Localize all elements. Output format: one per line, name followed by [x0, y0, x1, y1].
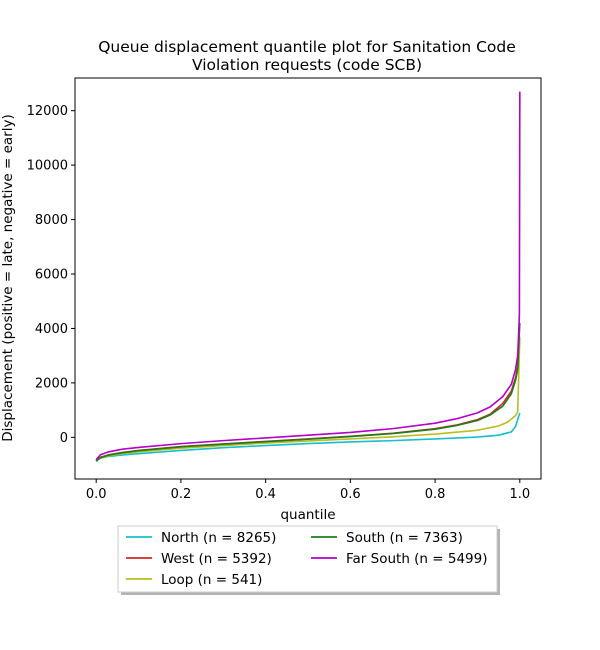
series-line-2	[95, 336, 521, 462]
series-line-3	[95, 322, 521, 462]
y-tick-label: 8000	[35, 213, 68, 228]
plot-area	[75, 78, 541, 479]
chart-title-line-2: Violation requests (code SCB)	[192, 56, 422, 74]
chart-title-line-1: Queue displacement quantile plot for San…	[98, 38, 516, 56]
legend-label-2: Loop (n = 541)	[161, 572, 262, 588]
x-tick-label: 0.0	[86, 487, 107, 502]
x-ticks: 0.0 0.2 0.4 0.6 0.8 1.0	[86, 479, 530, 502]
y-tick-label: 10000	[27, 159, 68, 174]
y-tick-label: 6000	[35, 268, 68, 283]
x-tick-label: 0.4	[255, 487, 276, 502]
series-line-4	[95, 91, 521, 461]
x-tick-label: 0.6	[340, 487, 361, 502]
legend-items: North (n = 8265) West (n = 5392) Loop (n =…	[126, 530, 488, 588]
legend-label-0: North (n = 8265)	[161, 530, 276, 546]
x-axis-label: quantile	[280, 507, 335, 523]
axes-frame	[74, 77, 542, 480]
legend-box	[117, 525, 498, 593]
x-tick-label: 0.2	[171, 487, 192, 502]
legend-label-3: South (n = 7363)	[346, 530, 463, 546]
x-tick-label: 1.0	[509, 487, 530, 502]
y-tick-label: 4000	[35, 322, 68, 337]
series-layer	[95, 91, 521, 462]
y-tick-label: 0	[60, 431, 68, 446]
y-ticks: 0 2000 4000 6000 8000 10000 12000	[27, 104, 75, 446]
series-line-0	[95, 412, 521, 462]
y-tick-label: 12000	[27, 104, 68, 119]
y-axis-label: Displacement (positive = late, negative …	[0, 114, 16, 442]
y-tick-label: 2000	[35, 376, 68, 391]
legend-label-4: Far South (n = 5499)	[346, 551, 488, 567]
x-tick-label: 0.8	[425, 487, 446, 502]
legend-label-1: West (n = 5392)	[161, 551, 272, 567]
legend: North (n = 8265) West (n = 5392) Loop (n =…	[117, 525, 500, 595]
